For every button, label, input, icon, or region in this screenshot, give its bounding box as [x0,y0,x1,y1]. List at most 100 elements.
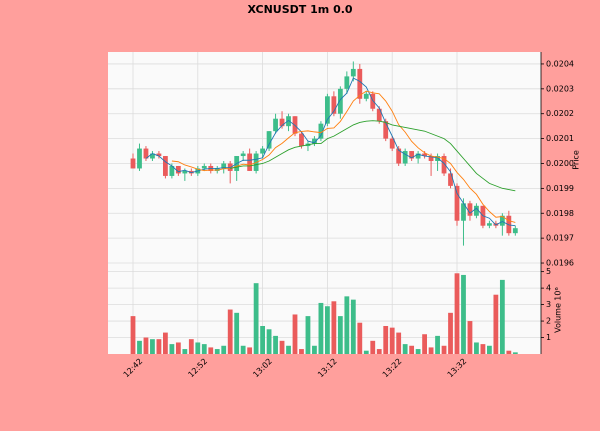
y-tick-label: 0.0202 [546,109,574,118]
volume-bar [253,283,259,354]
volume-bar [299,349,304,354]
volume-bar [247,347,253,354]
volume-bar [221,345,227,354]
volume-bar [396,332,402,354]
volume-bar [214,349,220,354]
volume-bar [350,299,356,354]
candle-body [344,76,350,89]
volume-bar [137,340,142,354]
candle-body [370,93,376,109]
volume-tick-label: 1 [546,333,551,342]
volume-bar [474,342,479,354]
y-tick-label: 0.0199 [546,184,574,193]
volume-bar [493,294,499,354]
volume-bar [195,342,201,354]
volume-bar [273,335,278,354]
volume-bar [415,349,421,354]
volume-bar [363,350,369,354]
volume-bar [383,326,389,354]
volume-bar [266,329,272,354]
candle-body [240,153,246,157]
candle-body [376,108,382,122]
candle-body [286,116,291,127]
x-tick-label: 13:02 [251,357,274,380]
candle-body [273,118,278,132]
volume-bar [480,344,486,354]
volume-bar [163,332,168,354]
volume-bar [376,349,382,354]
candle-body [487,223,492,226]
candle-body [383,121,389,139]
volume-bar [461,274,466,354]
candle-body [163,156,168,176]
candle-body [461,203,466,221]
y-tick-label: 0.0197 [546,234,574,243]
volume-bar [312,345,317,354]
volume-bar [260,326,265,354]
candle-body [441,156,447,174]
volume-bar [292,314,298,354]
moving-average-line [171,90,516,223]
candle-body [512,228,518,234]
volume-bar [389,327,395,354]
volume-bar [337,316,343,354]
candle-body [175,165,181,174]
volume-bar [454,273,460,354]
y-tick-label: 0.0204 [546,59,574,68]
volume-bar [208,347,214,354]
candle-body [201,165,207,169]
x-tick-label: 13:22 [381,357,404,380]
volume-bar [448,312,453,354]
volume-scale-label: 10⁶ [554,287,563,300]
volume-bar [344,296,350,354]
candle-body [156,153,162,157]
candle-body [312,138,317,144]
volume-bar [422,334,427,354]
x-tick-label: 13:32 [446,357,469,380]
x-tick-label: 13:12 [316,357,339,380]
candle-body [279,118,285,127]
volume-bar [234,312,240,354]
volume-bar [143,337,149,354]
candle-body [428,156,434,161]
volume-bar [188,339,194,354]
volume-bar [325,306,330,354]
candle-body [331,96,337,114]
candle-body [188,170,194,174]
y-tick-label: 0.0203 [546,84,574,93]
candle-body [467,203,473,216]
candle-body [143,148,149,159]
moving-average-line [145,77,516,227]
candle-body [247,153,253,171]
candle-body [448,173,453,186]
candle-body [221,163,227,169]
volume-bar [499,279,505,354]
y-tick-label: 0.0196 [546,259,574,268]
candle-body [130,158,136,169]
volume-bar [512,352,518,354]
volume-bar [279,340,285,354]
y-tick-label: 0.0201 [546,134,574,143]
x-tick-label: 12:42 [122,357,145,380]
chart-title: XCNUSDT 1m 0.0 [247,3,352,16]
candle-body [318,123,324,139]
volume-bar [150,339,155,354]
volume-bar [487,345,492,354]
candle-body [137,148,142,169]
y-tick-label: 0.0200 [546,159,574,168]
candle-body [350,68,356,77]
x-tick-label: 12:52 [186,357,209,380]
plot-area [108,52,541,354]
candle-body [214,168,220,171]
volume-bar [240,345,246,354]
candle-body [409,151,415,159]
volume-bar [227,309,233,354]
volume-bar [357,322,363,354]
candle-body [357,68,363,99]
candle-body [182,170,188,174]
volume-bar [305,316,311,354]
candle-body [325,96,330,124]
volume-bar [331,301,337,354]
volume-bar [318,302,324,354]
